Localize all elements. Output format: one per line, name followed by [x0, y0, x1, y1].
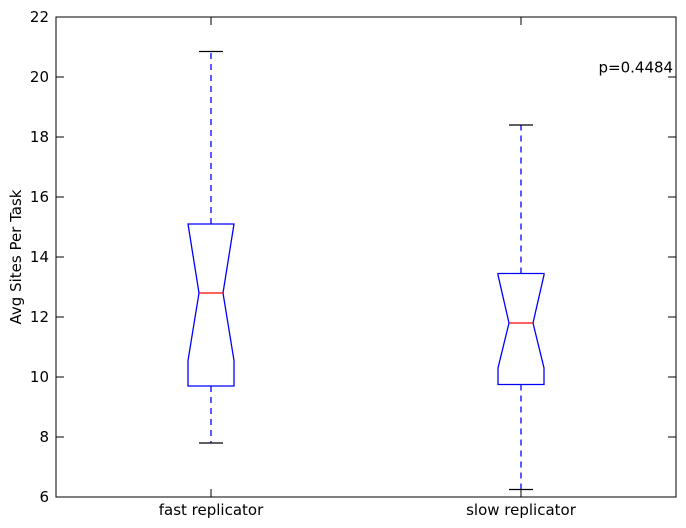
y-tick-label: 22	[30, 8, 49, 26]
box-1	[187, 50, 235, 444]
y-tick-label: 10	[30, 368, 49, 386]
y-tick-label: 12	[30, 308, 49, 326]
y-axis-label: Avg Sites Per Task	[7, 189, 25, 324]
notched-box	[497, 272, 545, 386]
notched-box	[187, 223, 235, 387]
x-tick-label: slow replicator	[466, 501, 577, 519]
p-value-annotation: p=0.4484	[599, 59, 674, 77]
y-tick-label: 16	[30, 188, 49, 206]
annotation-layer: p=0.4484	[599, 59, 674, 77]
y-tick-label: 6	[39, 488, 49, 506]
boxes-layer	[187, 50, 545, 491]
y-tick-label: 14	[30, 248, 49, 266]
x-tick-label: fast replicator	[159, 501, 264, 519]
y-tick-label: 8	[39, 428, 49, 446]
ticks-layer: 6 8 10 12 14 16 18 20 22 fast replicator slow repl…	[30, 8, 676, 519]
plot-frame	[55, 16, 677, 498]
box-2	[497, 124, 545, 491]
y-tick-label: 20	[30, 68, 49, 86]
y-tick-label: 18	[30, 128, 49, 146]
